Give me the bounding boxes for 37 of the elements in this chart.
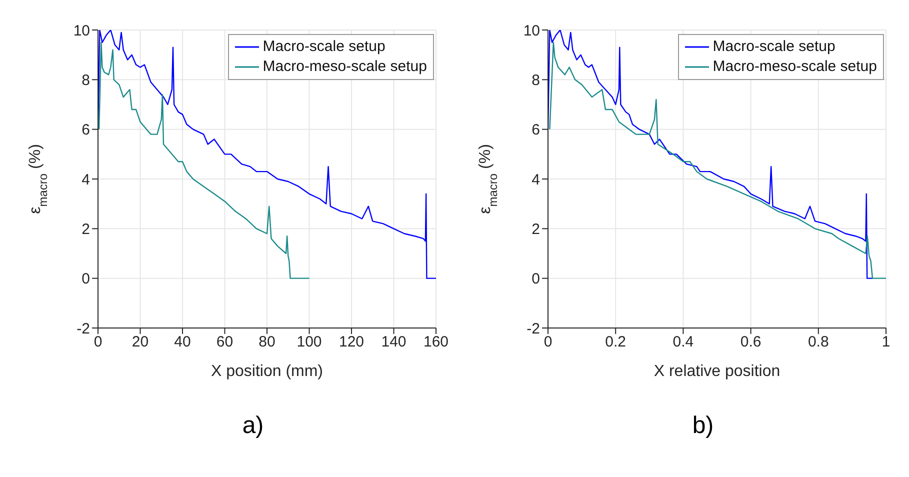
x-tick-label: 20 [132, 334, 149, 351]
x-tick-label: 40 [174, 334, 191, 351]
x-axis-title: X relative position [654, 363, 780, 380]
x-tick-label: 0.8 [808, 334, 829, 351]
x-tick-label: 100 [296, 334, 322, 351]
text: a) [241, 412, 265, 440]
y-tick-label: 10 [73, 22, 90, 40]
x-tick-label: 120 [338, 334, 364, 351]
legend-label: Macro-meso-scale setup [262, 57, 427, 77]
y-tick-label: -2 [526, 320, 540, 338]
x-tick-label: 0 [94, 334, 102, 351]
y-tick-label: 4 [532, 171, 540, 188]
x-tick-label: 0.6 [740, 334, 762, 351]
y-tick-label: 8 [82, 72, 90, 89]
x-tick-label: 0.4 [672, 334, 694, 351]
text: b) [691, 412, 715, 440]
y-tick-label: 6 [532, 122, 540, 139]
y-tick-label: 6 [82, 122, 90, 139]
y-tick-label: -2 [76, 320, 90, 338]
y-tick-label: 0 [82, 270, 90, 288]
x-tick-label: 0 [544, 334, 552, 351]
legend-label: Macro-scale setup [712, 37, 836, 57]
y-tick-label: 2 [82, 220, 90, 238]
x-tick-label: 0.2 [605, 334, 626, 351]
x-tick-label: 80 [258, 334, 276, 351]
legend-label: Macro-scale setup [262, 37, 386, 57]
legend-label: Macro-meso-scale setup [712, 57, 877, 77]
x-axis-title: X position (mm) [210, 363, 324, 380]
x-tick-label: 1 [882, 334, 890, 351]
x-tick-label: 60 [216, 334, 234, 351]
y-tick-label: 2 [532, 220, 540, 238]
y-tick-label: 8 [532, 72, 540, 89]
y-tick-label: 10 [523, 22, 540, 40]
y-tick-label: 0 [532, 270, 540, 288]
x-tick-label: 140 [381, 334, 406, 351]
x-tick-label: 160 [423, 334, 449, 351]
y-tick-label: 4 [82, 171, 90, 188]
